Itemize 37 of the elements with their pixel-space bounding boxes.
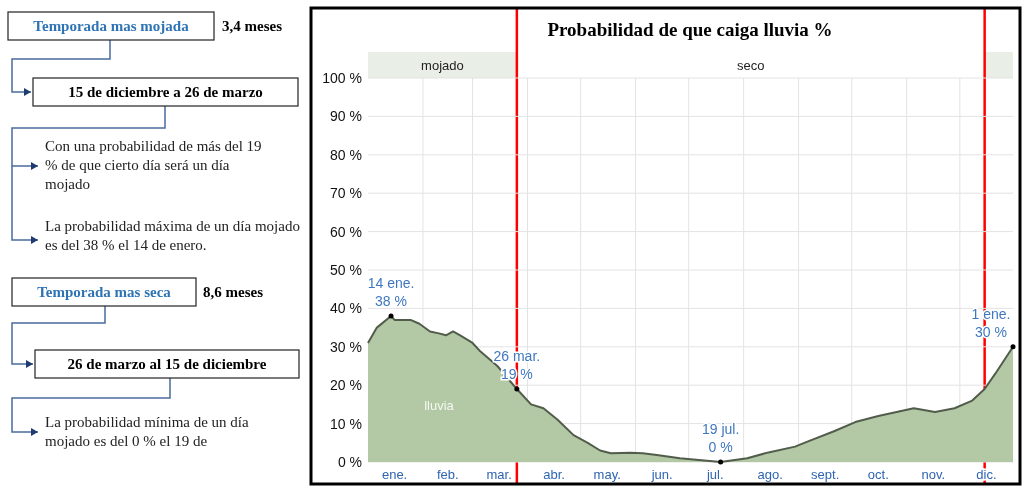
y-tick-label: 40 %: [330, 300, 362, 317]
y-tick-label: 70 %: [330, 185, 362, 202]
text: Temporada mas mojada: [33, 18, 190, 34]
text: 26 de marzo al 15 de diciembre: [67, 356, 267, 372]
x-tick-label: nov.: [921, 467, 946, 482]
x-tick-label: mar.: [486, 467, 512, 482]
x-tick-label: may.: [593, 467, 621, 482]
x-tick-label: jul.: [706, 467, 724, 482]
y-tick-label: 0 %: [337, 454, 362, 470]
text: 15 de diciembre a 26 de marzo: [68, 84, 263, 100]
chart-title: Probabilidad de que caiga lluvia %: [547, 19, 833, 40]
x-tick-label: oct.: [867, 467, 889, 482]
text: seco: [737, 58, 765, 73]
y-tick-label: 20 %: [330, 377, 362, 394]
x-tick-label: jun.: [650, 467, 673, 482]
text: mojado: [421, 58, 464, 73]
y-tick-label: 80 %: [330, 146, 362, 163]
x-tick-label: ago.: [757, 467, 783, 482]
text: La probabilidad máxima de un día mojado es del 38 % el 14 de enero.: [45, 218, 300, 253]
x-tick-label: abr.: [543, 467, 565, 482]
text: Con una probabilidad de más del 19 % de que cierto día será un día mojado: [45, 138, 262, 192]
y-tick-label: 90 %: [330, 108, 362, 125]
text: 3,4 meses: [222, 18, 283, 34]
annotation: 19 jul. 0 %: [701, 421, 740, 455]
y-tick-label: 100 %: [322, 70, 362, 86]
series-label: lluvia: [424, 398, 455, 413]
y-tick-label: 30 %: [330, 338, 362, 355]
x-tick-label: sept.: [811, 467, 840, 482]
annotation: 14 ene. 38 %: [367, 275, 415, 310]
x-tick-label: ene.: [381, 467, 408, 482]
x-tick-label: feb.: [436, 467, 459, 482]
text: Temporada mas seca: [37, 284, 172, 300]
y-tick-label: 60 %: [330, 223, 362, 240]
text: 8,6 meses: [203, 284, 264, 300]
y-tick-label: 50 %: [330, 262, 362, 278]
y-tick-label: 10 %: [330, 415, 362, 432]
text: La probabilidad mínima de un día mojado es del 0 % el 19 de: [45, 414, 250, 449]
